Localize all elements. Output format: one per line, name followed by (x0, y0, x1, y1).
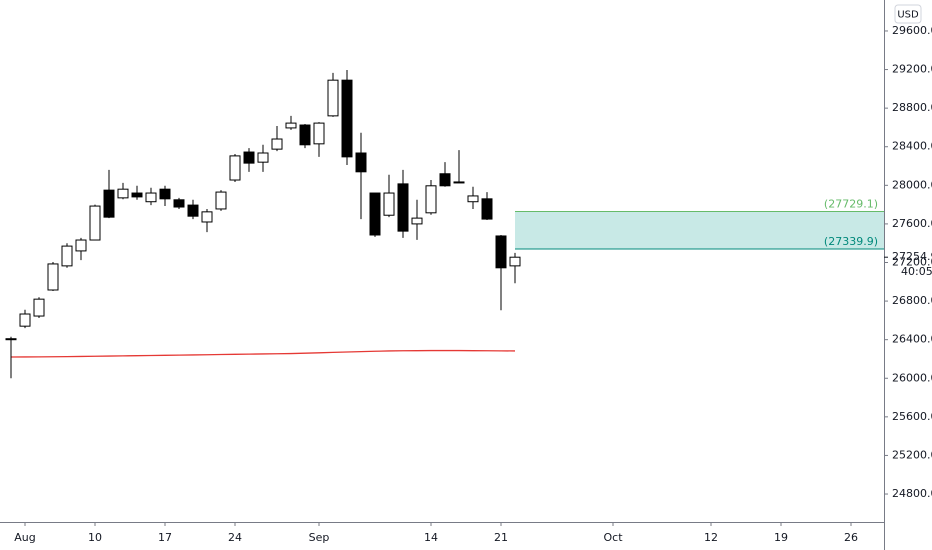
y-tick-label: 27600.0 (892, 217, 932, 230)
candle-body (509, 256, 521, 267)
x-tick-label: 21 (494, 531, 508, 544)
candle-body (75, 239, 87, 252)
candle-body (383, 192, 395, 216)
candle-body (299, 124, 311, 146)
y-tick-label: 25600.0 (892, 410, 932, 423)
candle-body (145, 192, 157, 203)
candle-body (467, 195, 479, 203)
x-tick-label: 10 (88, 531, 102, 544)
x-tick-label: Sep (309, 531, 330, 544)
candle-body (271, 138, 283, 150)
countdown-label: 40:05 (901, 265, 932, 278)
candle-body (19, 313, 31, 327)
candle-body (425, 185, 437, 214)
candle-body (33, 298, 45, 317)
candle-body (131, 192, 143, 198)
candle-body (257, 152, 269, 163)
candle-body (453, 181, 465, 184)
last-price-label: 27254.9 (892, 250, 932, 263)
candle-body (103, 189, 115, 218)
candle-body (215, 191, 227, 210)
candle-body (355, 152, 367, 173)
y-tick-label: 29200.0 (892, 63, 932, 76)
candle-body (117, 188, 129, 199)
candle-body (159, 188, 171, 200)
candle-body (481, 198, 493, 220)
x-tick-label: 12 (704, 531, 718, 544)
y-tick-label: 27200.0 (892, 255, 932, 268)
y-tick-label: 25200.0 (892, 448, 932, 461)
y-tick-label: 28800.0 (892, 101, 932, 114)
zone-top-label: (27729.1) (824, 197, 878, 210)
candle-body (173, 199, 185, 208)
candle-body (47, 263, 59, 291)
candle-body (411, 217, 423, 225)
x-tick-label: 26 (844, 531, 858, 544)
candle-body (5, 338, 17, 341)
x-tick-label: Aug (14, 531, 35, 544)
zone-bottom-label: (27339.9) (824, 235, 878, 248)
candle-body (397, 183, 409, 232)
candle-body (341, 79, 353, 158)
y-tick-label: 28400.0 (892, 140, 932, 153)
candle-body (313, 122, 325, 145)
y-tick-label: 26800.0 (892, 294, 932, 307)
y-tick-label: 29600.0 (892, 24, 932, 37)
zone (515, 211, 884, 249)
overlay-line (10, 349, 516, 358)
y-tick-label: 28000.0 (892, 178, 932, 191)
candle-body (327, 79, 339, 117)
candle-body (495, 235, 507, 269)
y-tick-label: 26400.0 (892, 333, 932, 346)
candle-body (89, 205, 101, 241)
x-tick-label: 24 (228, 531, 242, 544)
candle-body (229, 155, 241, 181)
currency-label: USD (897, 10, 919, 21)
currency-button[interactable] (894, 4, 922, 24)
candle-body (61, 245, 73, 267)
candle-body (187, 204, 199, 217)
x-tick-label: 14 (424, 531, 438, 544)
x-tick-label: 19 (774, 531, 788, 544)
y-tick-label: 26000.0 (892, 371, 932, 384)
candle-body (243, 151, 255, 164)
x-tick-label: 17 (158, 531, 172, 544)
x-tick-label: Oct (603, 531, 623, 544)
candle-body (439, 173, 451, 187)
candle-body (201, 211, 213, 223)
candle-body (369, 192, 381, 236)
y-tick-label: 24800.0 (892, 487, 932, 500)
candle-body (285, 122, 297, 129)
